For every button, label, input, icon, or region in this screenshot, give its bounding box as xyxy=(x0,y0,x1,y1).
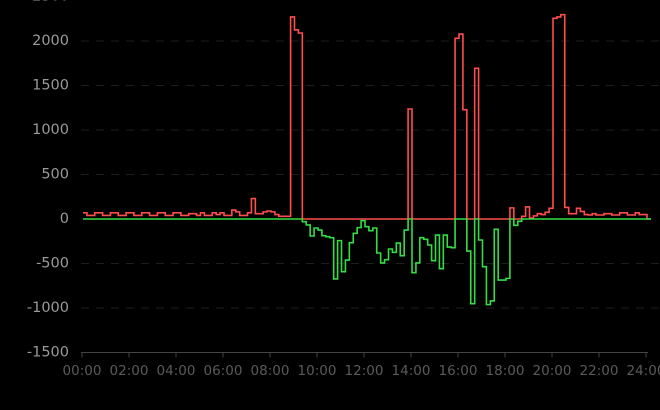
y-axis: -1500 -1000 -500 0 500 1000 1500 2000 2500 xyxy=(27,0,69,361)
x-tick-label: 04:00 xyxy=(157,363,196,379)
y-tick-label: 1000 xyxy=(32,122,69,138)
x-axis: 00:00 02:00 04:00 06:00 08:00 10:00 12:00 14:00… xyxy=(63,352,660,379)
x-tick-label: 10:00 xyxy=(298,363,337,379)
y-tick-label: -1500 xyxy=(27,345,69,361)
y-tick-label: 500 xyxy=(41,167,69,183)
x-tick-label: 20:00 xyxy=(533,363,572,379)
series-lines xyxy=(83,13,651,306)
x-tick-label: 00:00 xyxy=(63,363,102,379)
x-tick-label: 22:00 xyxy=(580,363,619,379)
x-tick-label: 12:00 xyxy=(345,363,384,379)
x-tick-label: 14:00 xyxy=(392,363,431,379)
x-tick-label: 08:00 xyxy=(251,363,290,379)
y-tick-label: 0 xyxy=(60,211,69,227)
x-tick-label: 24:00 xyxy=(627,363,660,379)
gridlines xyxy=(81,40,660,309)
y-tick-label: 1500 xyxy=(32,78,69,94)
x-tick-label: 18:00 xyxy=(486,363,525,379)
y-tick-label: -1000 xyxy=(27,300,69,316)
y-tick-label: -500 xyxy=(36,256,69,272)
x-tick-label: 02:00 xyxy=(110,363,149,379)
x-tick-label: 06:00 xyxy=(204,363,243,379)
y-tick-label: 2000 xyxy=(32,33,69,49)
x-tick-label: 16:00 xyxy=(439,363,478,379)
series-line-1 xyxy=(83,218,651,306)
y-tick-label: 2500 xyxy=(32,0,69,5)
series-line-0 xyxy=(83,13,651,220)
